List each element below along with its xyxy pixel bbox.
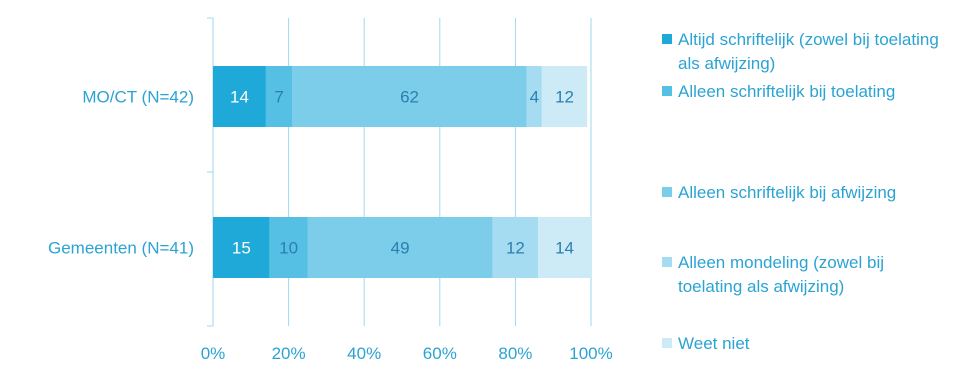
data-label: 15 xyxy=(232,239,251,258)
data-label: 7 xyxy=(274,88,283,107)
x-tick-label: 80% xyxy=(498,344,532,363)
bar-segment xyxy=(265,66,293,127)
data-label: 12 xyxy=(506,239,525,258)
bar-segment xyxy=(213,66,266,127)
legend-label: Alleen mondeling (zowel bij toelating al… xyxy=(678,253,885,296)
legend-swatch xyxy=(662,338,672,348)
category-label: MO/CT (N=42) xyxy=(82,88,194,107)
data-label: 49 xyxy=(391,239,410,258)
legend-label: Alleen schriftelijk bij toelating xyxy=(678,82,896,101)
legend-swatch xyxy=(662,187,672,197)
category-label: Gemeenten (N=41) xyxy=(48,239,194,258)
data-label: 10 xyxy=(279,239,298,258)
bar-segment xyxy=(541,66,588,127)
data-label: 14 xyxy=(555,239,574,258)
legend-swatch xyxy=(662,86,672,96)
bar-segment xyxy=(538,217,591,278)
x-tick-label: 0% xyxy=(201,344,226,363)
data-label: 62 xyxy=(400,88,419,107)
data-label: 12 xyxy=(555,88,574,107)
bar-segment xyxy=(269,217,308,278)
legend-label: Alleen schriftelijk bij afwijzing xyxy=(678,183,897,202)
bar-segment xyxy=(292,66,527,127)
x-tick-label: 100% xyxy=(569,344,612,363)
bar-segment xyxy=(492,217,539,278)
legend-item: Altijd schriftelijk (zowel bij toelating… xyxy=(662,28,948,76)
legend-item: Alleen schriftelijk bij afwijzing xyxy=(662,181,948,205)
legend-item: Weet niet xyxy=(662,332,948,356)
legend-item: Alleen schriftelijk bij toelating xyxy=(662,80,948,104)
legend-swatch xyxy=(662,34,672,44)
legend-label: Weet niet xyxy=(678,334,750,353)
data-label: 14 xyxy=(230,88,249,107)
legend-item: Alleen mondeling (zowel bij toelating al… xyxy=(662,251,948,299)
x-tick-label: 20% xyxy=(272,344,306,363)
bar-segment xyxy=(213,217,270,278)
x-tick-label: 40% xyxy=(347,344,381,363)
x-tick-label: 60% xyxy=(423,344,457,363)
bar-segment xyxy=(307,217,493,278)
legend-label: Altijd schriftelijk (zowel bij toelating… xyxy=(678,30,939,73)
bar-segment xyxy=(526,66,542,127)
legend-swatch xyxy=(662,257,672,267)
data-label: 4 xyxy=(530,88,539,107)
